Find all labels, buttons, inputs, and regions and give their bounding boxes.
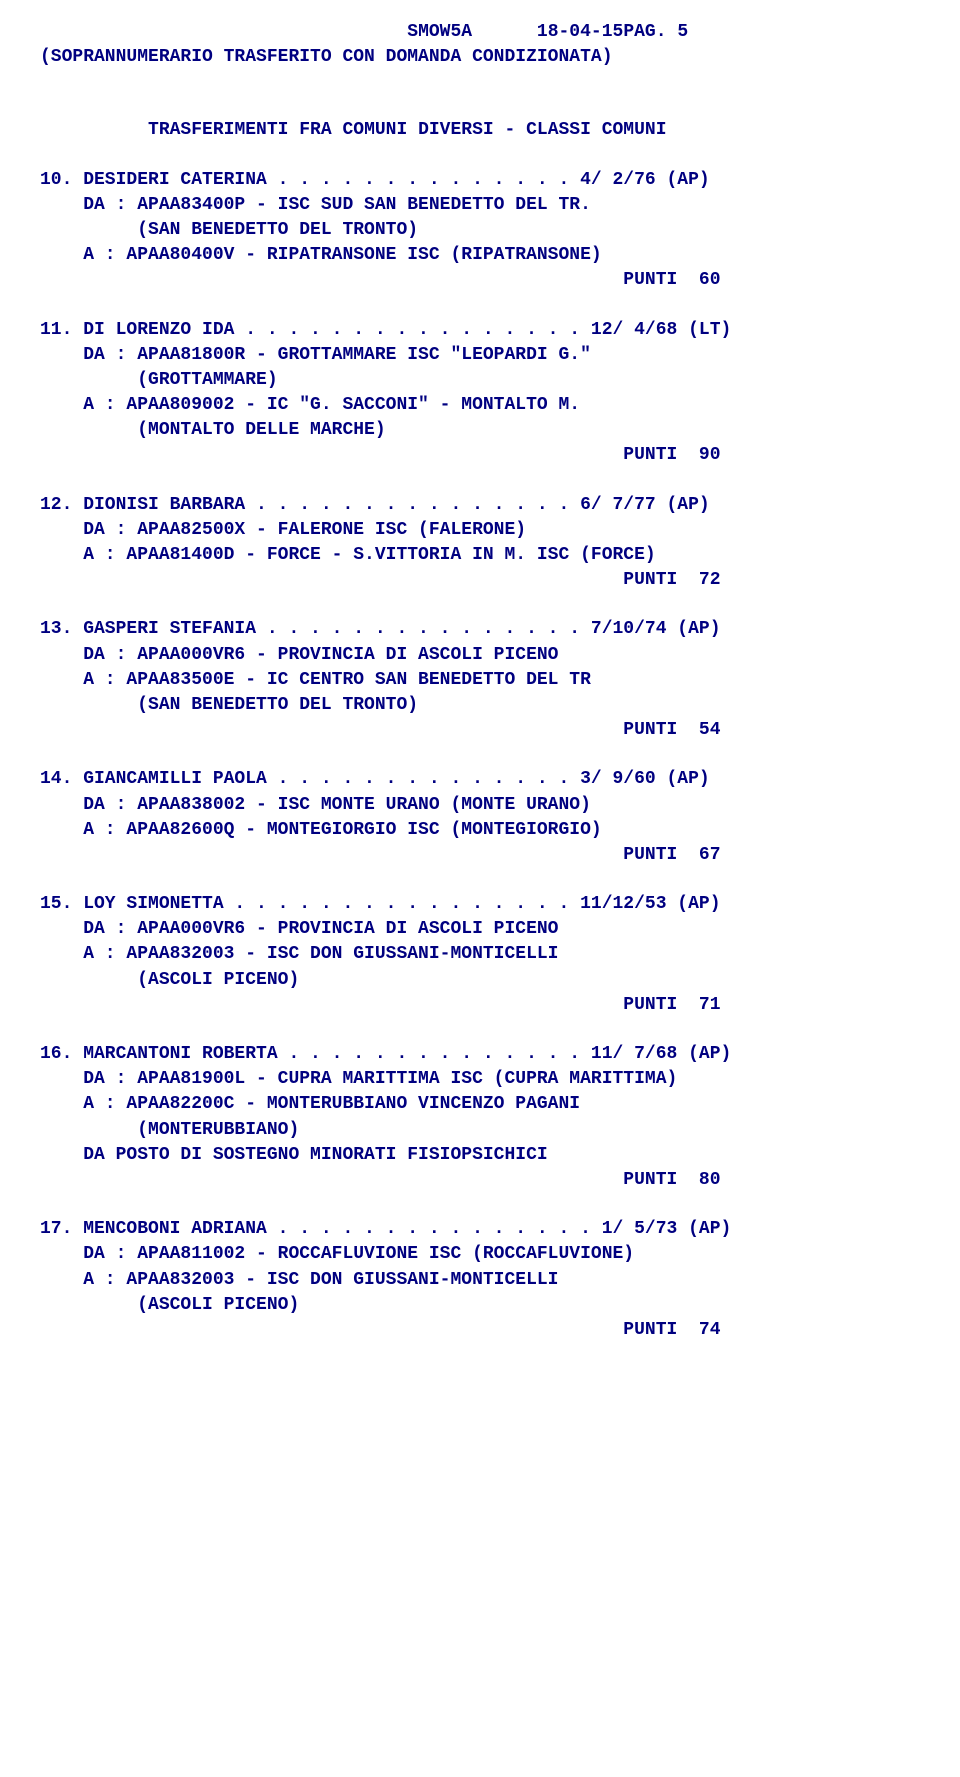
header-code: SMOW5A <box>407 22 472 42</box>
entry: 17. MENCOBONI ADRIANA . . . . . . . . . … <box>40 1217 920 1343</box>
entry-da-loc: (GROTTAMMARE) <box>40 368 920 393</box>
entry-da: DA : APAA811002 - ROCCAFLUVIONE ISC (ROC… <box>40 1242 920 1267</box>
entry-a-loc: (ASCOLI PICENO) <box>40 968 920 993</box>
entry-a-loc: (ASCOLI PICENO) <box>40 1293 920 1318</box>
entry-a: A : APAA83500E - IC CENTRO SAN BENEDETTO… <box>40 668 920 693</box>
header-line: SMOW5A 18-04-15PAG. 5 <box>40 20 920 45</box>
entry-points: PUNTI 67 <box>40 843 920 868</box>
entry-points: PUNTI 74 <box>40 1318 920 1343</box>
entry-points: PUNTI 71 <box>40 993 920 1018</box>
entry-title-line: 12. DIONISI BARBARA . . . . . . . . . . … <box>40 493 920 518</box>
entry: 11. DI LORENZO IDA . . . . . . . . . . .… <box>40 318 920 469</box>
entry-title-line: 17. MENCOBONI ADRIANA . . . . . . . . . … <box>40 1217 920 1242</box>
entry-points: PUNTI 54 <box>40 718 920 743</box>
entry-a: A : APAA81400D - FORCE - S.VITTORIA IN M… <box>40 543 920 568</box>
entry-title-line: 10. DESIDERI CATERINA . . . . . . . . . … <box>40 168 920 193</box>
entry: 10. DESIDERI CATERINA . . . . . . . . . … <box>40 168 920 294</box>
entry-note: DA POSTO DI SOSTEGNO MINORATI FISIOPSICH… <box>40 1143 920 1168</box>
entry-a: A : APAA832003 - ISC DON GIUSSANI-MONTIC… <box>40 1268 920 1293</box>
entry-da: DA : APAA000VR6 - PROVINCIA DI ASCOLI PI… <box>40 917 920 942</box>
header-page-label: PAG. <box>623 22 666 42</box>
entry-da: DA : APAA83400P - ISC SUD SAN BENEDETTO … <box>40 193 920 218</box>
entry: 13. GASPERI STEFANIA . . . . . . . . . .… <box>40 617 920 743</box>
section-title: TRASFERIMENTI FRA COMUNI DIVERSI - CLASS… <box>148 120 666 140</box>
header-page-num: 5 <box>677 22 688 42</box>
header-date: 18-04-15 <box>537 22 623 42</box>
entry: 16. MARCANTONI ROBERTA . . . . . . . . .… <box>40 1042 920 1193</box>
entries-container: 10. DESIDERI CATERINA . . . . . . . . . … <box>40 168 920 1344</box>
entry-title-line: 15. LOY SIMONETTA . . . . . . . . . . . … <box>40 892 920 917</box>
entry-points: PUNTI 60 <box>40 268 920 293</box>
entry-da: DA : APAA82500X - FALERONE ISC (FALERONE… <box>40 518 920 543</box>
entry-a-loc: (MONTERUBBIANO) <box>40 1118 920 1143</box>
entry-da-loc: (SAN BENEDETTO DEL TRONTO) <box>40 218 920 243</box>
entry-points: PUNTI 80 <box>40 1168 920 1193</box>
entry: 15. LOY SIMONETTA . . . . . . . . . . . … <box>40 892 920 1018</box>
entry-da: DA : APAA81900L - CUPRA MARITTIMA ISC (C… <box>40 1067 920 1092</box>
entry-a-loc: (SAN BENEDETTO DEL TRONTO) <box>40 693 920 718</box>
entry-da: DA : APAA838002 - ISC MONTE URANO (MONTE… <box>40 793 920 818</box>
entry-points: PUNTI 72 <box>40 568 920 593</box>
entry-title-line: 14. GIANCAMILLI PAOLA . . . . . . . . . … <box>40 767 920 792</box>
entry: 12. DIONISI BARBARA . . . . . . . . . . … <box>40 493 920 594</box>
entry-da: DA : APAA000VR6 - PROVINCIA DI ASCOLI PI… <box>40 643 920 668</box>
entry-a: A : APAA80400V - RIPATRANSONE ISC (RIPAT… <box>40 243 920 268</box>
entry-da: DA : APAA81800R - GROTTAMMARE ISC "LEOPA… <box>40 343 920 368</box>
entry-a: A : APAA809002 - IC "G. SACCONI" - MONTA… <box>40 393 920 418</box>
entry-a-loc: (MONTALTO DELLE MARCHE) <box>40 418 920 443</box>
entry-title-line: 11. DI LORENZO IDA . . . . . . . . . . .… <box>40 318 920 343</box>
entry-a: A : APAA832003 - ISC DON GIUSSANI-MONTIC… <box>40 942 920 967</box>
entry-a: A : APAA82200C - MONTERUBBIANO VINCENZO … <box>40 1092 920 1117</box>
subtitle: (SOPRANNUMERARIO TRASFERITO CON DOMANDA … <box>40 45 920 70</box>
section-title-row: TRASFERIMENTI FRA COMUNI DIVERSI - CLASS… <box>40 118 920 143</box>
entry-points: PUNTI 90 <box>40 443 920 468</box>
entry-title-line: 16. MARCANTONI ROBERTA . . . . . . . . .… <box>40 1042 920 1067</box>
entry-a: A : APAA82600Q - MONTEGIORGIO ISC (MONTE… <box>40 818 920 843</box>
entry-title-line: 13. GASPERI STEFANIA . . . . . . . . . .… <box>40 617 920 642</box>
entry: 14. GIANCAMILLI PAOLA . . . . . . . . . … <box>40 767 920 868</box>
